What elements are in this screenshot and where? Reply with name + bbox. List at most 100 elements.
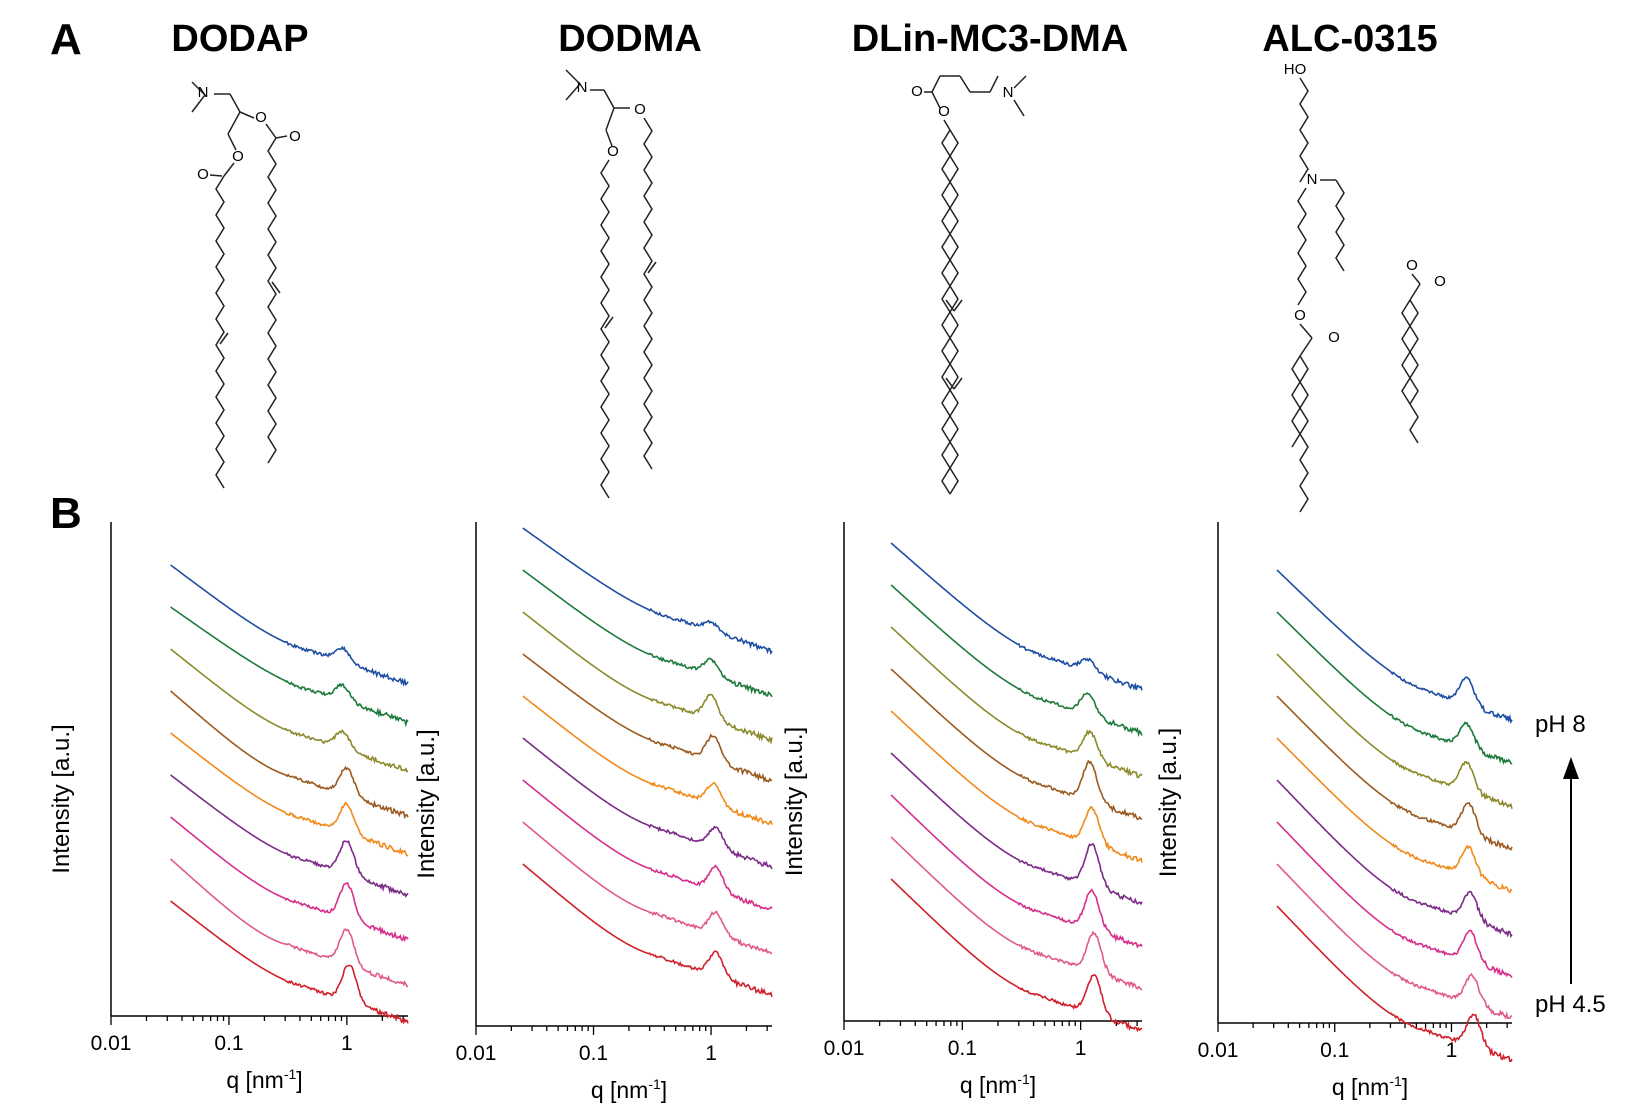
saxs-curve-5: [170, 732, 409, 857]
saxs-curve-3: [170, 648, 409, 773]
x-axis-label: q [nm-1]: [1332, 1073, 1408, 1100]
nitrogen-atom: N: [1003, 84, 1014, 101]
x-tick-label: 1: [705, 1042, 717, 1065]
saxs-curve-1: [522, 527, 773, 656]
nitrogen-atom: N: [577, 79, 588, 96]
oxygen-atom: O: [255, 109, 267, 126]
bond: [1411, 273, 1421, 285]
chain-bonds: [1299, 355, 1309, 513]
saxs-curve-7: [522, 779, 773, 911]
saxs-curve-8: [890, 836, 1143, 991]
bond: [227, 133, 237, 151]
alkyl-chain: [1409, 299, 1419, 444]
saxs-curve-7: [890, 794, 1143, 949]
lipid-name-dodap: DODAP: [171, 18, 309, 60]
saxs-curve-3: [1276, 653, 1513, 810]
alkyl-chain: [1335, 179, 1345, 272]
oxygen-atom: O: [1406, 257, 1418, 274]
chain-bonds: [1297, 187, 1307, 306]
saxs-curve-6: [1276, 779, 1513, 938]
hydroxyl-group: HO: [1284, 61, 1307, 78]
chain-bonds: [949, 129, 959, 495]
bond: [1299, 323, 1313, 339]
bond: [1299, 337, 1313, 357]
bond: [1013, 75, 1027, 89]
bond: [565, 83, 581, 101]
panel-b-label: B: [50, 489, 82, 538]
double-bond: [953, 377, 963, 390]
nitrogen-atom: N: [198, 84, 209, 101]
saxs-curve-9: [522, 863, 773, 998]
bond: [191, 81, 206, 96]
double-bond: [945, 377, 955, 390]
saxs-curve-3: [522, 611, 773, 745]
saxs-curve-4: [522, 653, 773, 783]
y-axis-label: Intensity [a.u.]: [781, 727, 808, 876]
ph-bottom-label: pH 4.5: [1535, 991, 1606, 1018]
x-tick-label: 1: [341, 1032, 353, 1055]
double-bond: [219, 332, 229, 345]
x-tick-label: 0.1: [579, 1042, 608, 1065]
nitrogen-atom: N: [1307, 171, 1318, 188]
saxs-curve-2: [890, 584, 1143, 738]
chain-bonds: [1409, 299, 1419, 444]
x-tick-label: 1: [1075, 1037, 1087, 1060]
saxs-curve-2: [1276, 611, 1513, 765]
bond: [227, 111, 241, 135]
saxs-curve-4: [170, 690, 409, 820]
saxs-curve-7: [170, 816, 409, 943]
saxs-curve-1: [890, 542, 1143, 691]
bond: [1409, 283, 1421, 301]
oxygen-atom: O: [1434, 273, 1446, 290]
double-bond: [953, 299, 963, 312]
lipid-name-alc0315: ALC-0315: [1262, 18, 1438, 60]
saxs-curve-1: [1276, 569, 1513, 725]
oxygen-atom: O: [938, 103, 950, 120]
alkyl-chain: [1297, 187, 1307, 306]
saxs-curve-8: [1276, 863, 1513, 1020]
x-axis-label: q [nm-1]: [226, 1066, 302, 1093]
saxs-curve-3: [890, 626, 1143, 779]
oxygen-atom: O: [1294, 307, 1306, 324]
bond: [229, 93, 241, 113]
bond: [565, 69, 581, 85]
saxs-curve-5: [522, 695, 773, 826]
alkyl-chain: [643, 117, 657, 470]
bond: [191, 94, 206, 113]
bond: [605, 129, 613, 147]
y-axis-label: Intensity [a.u.]: [413, 729, 440, 878]
alkyl-chain: [949, 129, 963, 495]
saxs-panel-dodma: 0.01 0.1 1 q [nm-1] Intensity [a.u.]: [413, 522, 773, 1103]
bond: [931, 75, 941, 93]
panel-a-label: A: [50, 15, 82, 64]
double-bond: [647, 261, 657, 274]
oxygen-atom: O: [1328, 329, 1340, 346]
oxygen-atom: O: [232, 148, 244, 165]
x-tick-label: 0.01: [1198, 1039, 1239, 1062]
lipid-name-dodma: DODMA: [558, 18, 702, 60]
x-tick-label: 1: [1446, 1039, 1458, 1062]
chain-bonds: [600, 159, 610, 499]
saxs-curve-6: [890, 752, 1143, 906]
saxs-curve-8: [522, 821, 772, 955]
ph-top-label: pH 8: [1535, 711, 1586, 738]
alkyl-chain: [267, 137, 281, 464]
lipid-name-mc3: DLin-MC3-DMA: [851, 18, 1129, 60]
y-axis-label: Intensity [a.u.]: [1155, 728, 1182, 877]
x-tick-label: 0.1: [1320, 1039, 1349, 1062]
saxs-curve-1: [170, 564, 409, 687]
saxs-curve-5: [890, 710, 1143, 863]
saxs-panel-alc-0315: 0.01 0.1 1 q [nm-1] Intensity [a.u.]: [1155, 522, 1513, 1100]
alkyl-chain: [1299, 355, 1309, 513]
saxs-panel-dlin-mc3-dma: 0.01 0.1 1 q [nm-1] Intensity [a.u.]: [781, 522, 1143, 1098]
bond: [943, 119, 951, 131]
alkyl-chain: [600, 159, 614, 499]
saxs-curve-6: [522, 737, 773, 870]
chain-bonds: [1335, 179, 1345, 272]
saxs-curve-7: [1276, 821, 1513, 979]
x-tick-label: 0.01: [456, 1042, 497, 1065]
bond: [1013, 99, 1025, 117]
bond: [605, 107, 615, 131]
